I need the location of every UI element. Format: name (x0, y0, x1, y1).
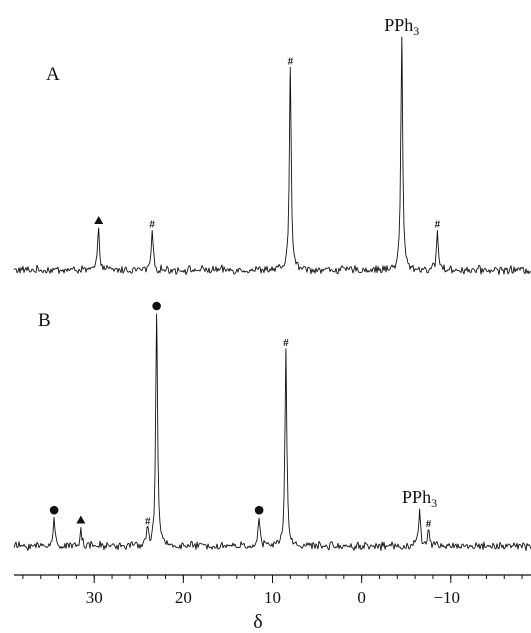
x-tick-label: 20 (175, 588, 192, 607)
peak-marker-hash: # (149, 218, 155, 230)
spectrum-trace-a (13, 36, 531, 276)
peak-marker-hash: # (435, 218, 441, 230)
peak-marker-circle (254, 505, 264, 515)
peak-marker-hash: # (288, 55, 294, 67)
peak-marker-triangle (76, 515, 86, 524)
peak-marker-circle (49, 505, 59, 515)
panel-b: B # # PPh3 # (13, 301, 531, 552)
x-axis-title: δ (253, 611, 262, 633)
x-axis: 30 20 10 0 −10 δ (14, 574, 531, 633)
peak-label-pph3: PPh3 (402, 487, 437, 510)
x-tick-label: 30 (86, 588, 103, 607)
x-tick-label: 10 (264, 588, 281, 607)
peak-marker-hash: # (426, 518, 432, 530)
panel-label-b: B (38, 310, 51, 331)
peak-marker-triangle (94, 216, 104, 225)
peak-label-pph3: PPh3 (384, 15, 419, 38)
panel-a: A # # PPh3 # (13, 15, 531, 276)
peak-marker-circle (152, 301, 161, 311)
panel-label-a: A (46, 64, 60, 85)
peak-marker-hash: # (145, 515, 151, 527)
x-tick-label: 0 (357, 588, 366, 607)
peak-marker-hash: # (283, 337, 289, 349)
spectrum-trace-b (13, 313, 531, 552)
x-tick-label: −10 (433, 588, 460, 607)
